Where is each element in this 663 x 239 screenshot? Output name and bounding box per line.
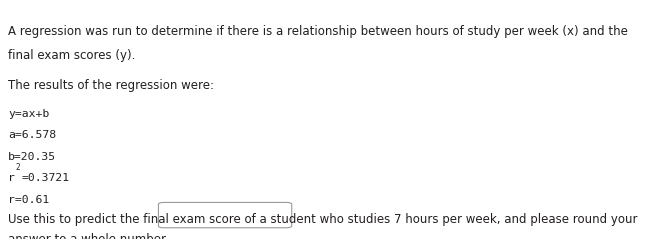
Text: r=0.61: r=0.61 (8, 195, 49, 205)
Text: Use this to predict the final exam score of a student who studies 7 hours per we: Use this to predict the final exam score… (8, 213, 637, 226)
Text: =0.3721: =0.3721 (22, 173, 70, 183)
Text: y=ax+b: y=ax+b (8, 109, 49, 119)
Text: 2: 2 (16, 163, 20, 172)
Text: final exam scores (y).: final exam scores (y). (8, 49, 135, 62)
Text: answer to a whole number.: answer to a whole number. (8, 233, 168, 239)
Text: r: r (8, 173, 15, 183)
Text: b=20.35: b=20.35 (8, 152, 56, 162)
Text: a=6.578: a=6.578 (8, 130, 56, 140)
Text: The results of the regression were:: The results of the regression were: (8, 79, 214, 92)
Text: A regression was run to determine if there is a relationship between hours of st: A regression was run to determine if the… (8, 25, 628, 38)
